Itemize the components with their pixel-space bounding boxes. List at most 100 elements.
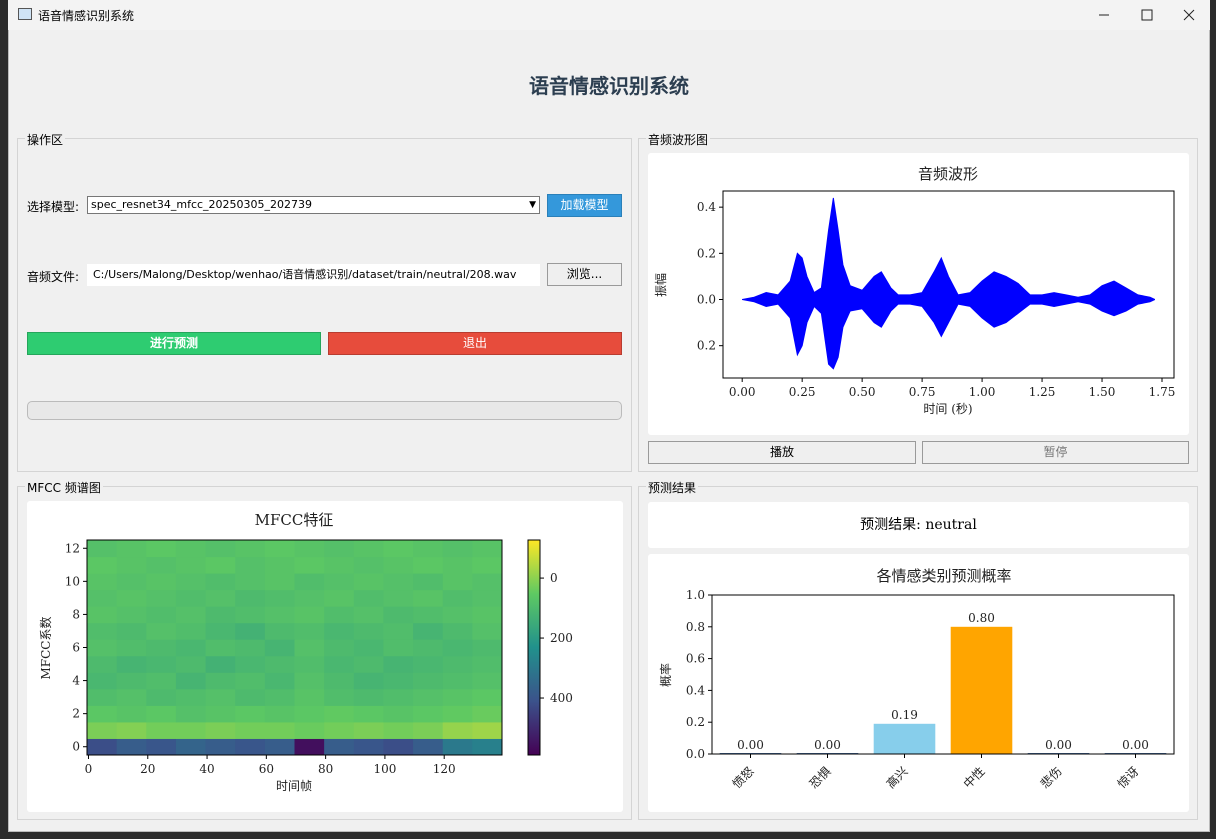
heatmap-cell [294, 655, 325, 673]
browse-button[interactable]: 浏览... [547, 263, 622, 286]
heatmap-cell [87, 721, 118, 739]
colorbar [527, 539, 541, 756]
chart-title: 音频波形 [918, 165, 978, 183]
heatmap-cell [383, 540, 414, 558]
control-group [17, 138, 632, 472]
heatmap-cell [472, 540, 503, 558]
heatmap-cell [383, 672, 414, 690]
waveform-group [638, 138, 1198, 472]
heatmap-cell [324, 622, 355, 640]
heatmap-cell [353, 556, 384, 574]
y-tick-label: 0.6 [686, 652, 705, 666]
heatmap-cell [264, 639, 295, 657]
heatmap-cell [87, 622, 118, 640]
result-text: 预测结果: neutral [648, 502, 1189, 548]
heatmap-cell [205, 688, 236, 706]
play-button[interactable]: 播放 [648, 441, 916, 464]
heatmap-cell [442, 738, 473, 756]
combo-arrow[interactable]: ▼ [529, 200, 536, 210]
x-tick-label: 20 [140, 762, 155, 776]
heatmap-cell [116, 606, 147, 624]
bar-value-label: 0.00 [1045, 738, 1072, 752]
heatmap-cell [205, 573, 236, 591]
x-tick-label: 1.75 [1149, 385, 1176, 399]
heatmap-cell [442, 721, 473, 739]
y-tick-label: 0.0 [686, 747, 705, 761]
load-button[interactable]: 加载模型 [547, 194, 622, 217]
close-icon[interactable] [1183, 9, 1195, 21]
heatmap-cell [87, 589, 118, 607]
heatmap-cell [116, 655, 147, 673]
heatmap-cell [146, 639, 177, 657]
x-tick-label: 1.00 [969, 385, 996, 399]
x-tick-label: 中性 [960, 764, 988, 792]
heatmap-cell [264, 606, 295, 624]
heatmap-cell [264, 540, 295, 558]
heatmap-cell [87, 639, 118, 657]
heatmap-cell [442, 606, 473, 624]
heatmap-cell [235, 688, 266, 706]
y-tick-label: 2 [72, 707, 80, 721]
heatmap-cell [442, 655, 473, 673]
heatmap-cell [264, 589, 295, 607]
bar [950, 626, 1013, 754]
file-path[interactable]: C:/Users/Malong/Desktop/wenhao/语音情感识别/da… [87, 264, 540, 286]
heatmap-cell [442, 705, 473, 723]
model-label: 选择模型: [27, 200, 80, 214]
bar-value-label: 0.00 [1122, 738, 1149, 752]
heatmap-cell [87, 606, 118, 624]
heatmap-cell [442, 672, 473, 690]
y-tick-label: 0 [72, 740, 80, 754]
heatmap-cell [146, 705, 177, 723]
pause-button[interactable]: 暂停 [922, 441, 1189, 464]
x-axis-label: 时间 (秒) [923, 402, 972, 416]
maximize-icon[interactable] [1141, 9, 1153, 21]
heatmap-cell [353, 705, 384, 723]
heatmap-cell [146, 721, 177, 739]
exit-button[interactable]: 退出 [328, 332, 622, 355]
heatmap-cell [324, 688, 355, 706]
heatmap-cell [413, 556, 444, 574]
heatmap-cell [324, 639, 355, 657]
heatmap-cell [353, 639, 384, 657]
heatmap-cell [235, 672, 266, 690]
heatmap-cell [294, 688, 325, 706]
y-tick-label: 0.2 [697, 246, 716, 260]
x-tick-label: 1.25 [1029, 385, 1056, 399]
heatmap-cell [175, 655, 207, 673]
heatmap-cell [205, 606, 236, 624]
y-tick-label: 4 [72, 674, 80, 688]
heatmap-cell [205, 705, 236, 723]
heatmap-cell [146, 589, 177, 607]
model-value[interactable]: spec_resnet34_mfcc_20250305_202739 [91, 198, 313, 211]
window-controls[interactable] [1088, 0, 1216, 30]
heatmap-cell [353, 606, 384, 624]
colorbar-tick-label: 400 [550, 691, 573, 705]
heatmap-cell [294, 639, 325, 657]
heatmap-cell [235, 573, 266, 591]
heatmap-cell [146, 672, 177, 690]
heatmap-cell [442, 540, 473, 558]
heatmap-cell [264, 672, 295, 690]
heatmap-cell [146, 573, 177, 591]
heatmap-cell [264, 738, 295, 756]
model-combo[interactable]: spec_resnet34_mfcc_20250305_202739 ▼ [87, 196, 540, 214]
heatmap-cell [235, 721, 266, 739]
heatmap-cell [383, 573, 414, 591]
predict-button[interactable]: 进行预测 [27, 332, 321, 355]
heatmap-cell [235, 589, 266, 607]
heatmap-cell [175, 688, 207, 706]
heatmap-cell [472, 688, 503, 706]
heatmap-cell [472, 606, 503, 624]
heatmap-cell [413, 606, 444, 624]
heatmap-cell [413, 738, 444, 756]
x-tick-label: 0 [85, 762, 93, 776]
heatmap-cell [413, 573, 444, 591]
file-label: 音频文件: [27, 270, 80, 284]
y-tick-label: 0.2 [697, 339, 716, 353]
heatmap-cell [146, 738, 177, 756]
heatmap-cell [294, 556, 325, 574]
heatmap-cell [87, 738, 118, 756]
x-tick-label: 60 [259, 762, 274, 776]
